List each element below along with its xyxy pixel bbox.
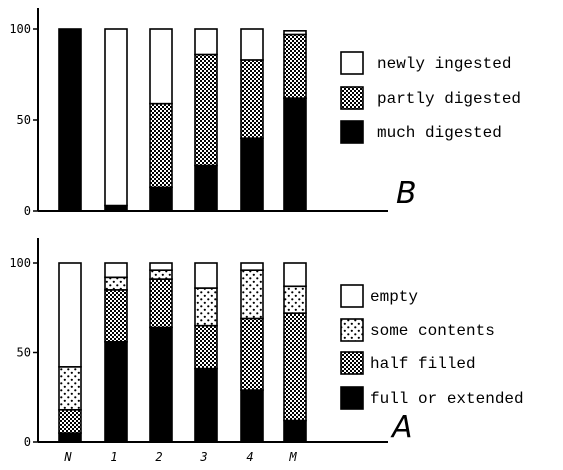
panel-a-category-labels: N 1 2 3 4 M [63, 450, 297, 464]
panel-b-y-tick-label-50: 50 [17, 113, 31, 127]
panel-b-legend-swatch-partly-digested [340, 86, 364, 110]
panel-a-legend-swatch-half-filled [340, 351, 364, 375]
panel-a-legend-label-full-or-extended: full or extended [370, 390, 524, 408]
panel-b-bar-4-newly-ingested [240, 28, 264, 61]
panel-a-y-tick-label-0: 0 [24, 435, 31, 449]
panel-b-bar-2-partly-digested [149, 102, 173, 189]
panel-a-legend-label-some-contents: some contents [370, 322, 495, 340]
panel-b-y-tick-label-100: 100 [9, 22, 31, 36]
panel-a-legend-swatch-full-or-extended [340, 386, 364, 410]
panel-a-category-label-2: 2 [155, 450, 162, 464]
panel-a-y-tick-label-100: 100 [9, 256, 31, 270]
panel-a-bars [58, 262, 307, 443]
panel-b-bar-3-partly-digested [194, 53, 218, 167]
panel-a-bar-2-empty [149, 262, 173, 271]
panel-a-bar-1-full-or-extended [104, 340, 128, 443]
panel-a-category-label-1: 1 [110, 450, 117, 464]
panel-a-y-ticks: 0 50 100 [9, 256, 38, 449]
panel-b-bar-1-much-digested [104, 204, 128, 212]
panel-b-bar-2-much-digested [149, 186, 173, 212]
panel-b-bar-3-much-digested [194, 164, 218, 212]
panel-a-bar-4-empty [240, 262, 264, 271]
panel-b-legend-swatch-much-digested [340, 120, 364, 144]
panel-b-letter: B [396, 176, 417, 211]
panel-b-legend-label-newly-ingested: newly ingested [377, 55, 511, 73]
panel-b-bar-4-much-digested [240, 137, 264, 212]
panel-a-bar-m-full-or-extended [283, 419, 307, 443]
panel-b-bar-m-newly-ingested [283, 30, 307, 36]
panel-a-bar-1-empty [104, 262, 128, 279]
panel-a-legend: empty some contents half filled full or ext… [340, 284, 524, 410]
panel-a-legend-swatch-some-contents [340, 318, 364, 342]
panel-b-bar-n-much-digested [58, 28, 82, 212]
panel-b-bar-2-newly-ingested [149, 28, 173, 105]
panel-a-bar-4-half-filled [240, 317, 264, 391]
panel-a-bar-n-full-or-extended [58, 432, 82, 443]
panel-b-legend: newly ingested partly digested much digest… [340, 51, 521, 144]
panel-a-legend-label-half-filled: half filled [370, 355, 476, 373]
panel-a-legend-label-empty: empty [370, 288, 418, 306]
panel-a-letter: A [390, 410, 413, 445]
panel-a-bar-m-half-filled [283, 312, 307, 422]
panel-a-bar-m-empty [283, 262, 307, 288]
panel-a-bar-2-half-filled [149, 278, 173, 329]
panel-b-legend-label-much-digested: much digested [377, 124, 502, 142]
panel-a-chart: 0 50 100 N 1 2 3 4 M empty some contents half fil… [9, 238, 524, 464]
panel-a-bar-1-some-contents [104, 276, 128, 291]
panel-a-bar-n-half-filled [58, 408, 82, 434]
panel-a-bar-3-full-or-extended [194, 367, 218, 443]
panel-b-bar-3-newly-ingested [194, 28, 218, 56]
panel-a-bar-3-half-filled [194, 324, 218, 370]
panel-a-category-label-4: 4 [246, 450, 253, 464]
panel-a-bar-4-some-contents [240, 269, 264, 320]
panel-a-bar-4-full-or-extended [240, 389, 264, 443]
panel-a-y-tick-label-50: 50 [17, 346, 31, 360]
panel-b-legend-label-partly-digested: partly digested [377, 90, 521, 108]
panel-b-bar-m-partly-digested [283, 33, 307, 99]
panel-a-legend-swatch-empty [340, 284, 364, 308]
panel-b-bar-4-partly-digested [240, 59, 264, 140]
panel-b-y-ticks: 0 50 100 [9, 22, 38, 218]
panel-a-category-label-n: N [63, 450, 72, 464]
panel-b-bar-1-newly-ingested [104, 28, 128, 207]
panel-b-bar-m-much-digested [283, 97, 307, 212]
panel-b-y-tick-label-0: 0 [24, 204, 31, 218]
panel-a-bar-1-half-filled [104, 289, 128, 343]
panel-a-bar-m-some-contents [283, 285, 307, 314]
panel-a-bar-3-empty [194, 262, 218, 289]
panel-a-bar-n-empty [58, 262, 82, 368]
panel-b-legend-swatch-newly-ingested [340, 51, 364, 75]
panel-b-bars [58, 28, 307, 212]
panel-a-bar-2-some-contents [149, 269, 173, 280]
panel-a-bar-n-some-contents [58, 366, 82, 411]
panel-a-bar-3-some-contents [194, 287, 218, 327]
panel-a-category-label-m: M [288, 450, 297, 464]
panel-a-bar-2-full-or-extended [149, 326, 173, 443]
panel-b-chart: 0 50 100 newly ingested partly digested much… [9, 8, 521, 218]
panel-a-category-label-3: 3 [199, 450, 207, 464]
